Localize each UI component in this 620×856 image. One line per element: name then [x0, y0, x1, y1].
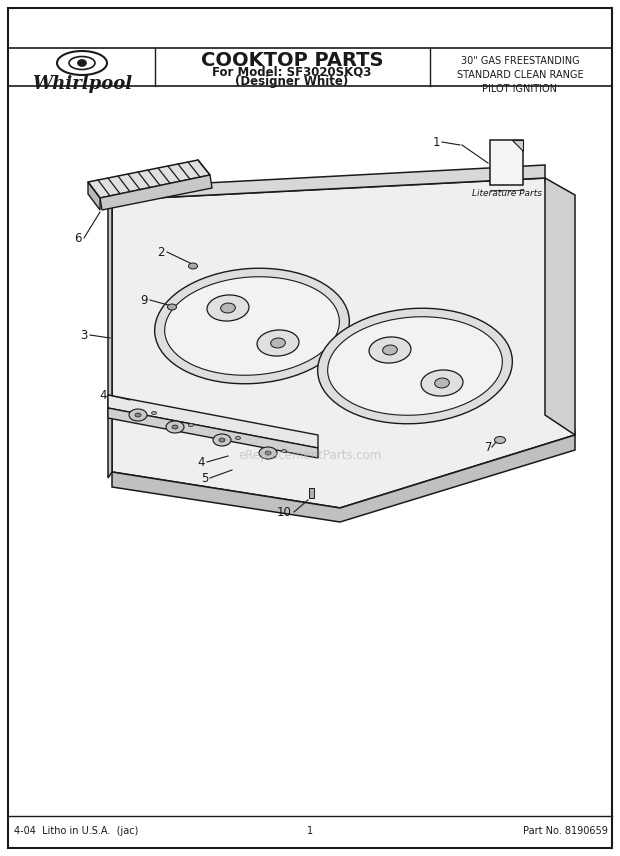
- Ellipse shape: [154, 268, 349, 383]
- Ellipse shape: [78, 60, 87, 67]
- Ellipse shape: [167, 304, 177, 310]
- Text: 5: 5: [201, 472, 208, 484]
- Bar: [309, 488, 314, 498]
- Polygon shape: [108, 408, 318, 458]
- Polygon shape: [112, 435, 575, 522]
- Text: COOKTOP PARTS: COOKTOP PARTS: [201, 51, 383, 70]
- Text: 9: 9: [141, 294, 148, 306]
- Ellipse shape: [165, 276, 339, 375]
- Ellipse shape: [221, 303, 236, 313]
- Polygon shape: [88, 182, 100, 210]
- Ellipse shape: [259, 447, 277, 459]
- Text: 10: 10: [277, 506, 292, 519]
- Text: 6: 6: [74, 231, 82, 245]
- Text: For Model: SF3020SKQ3: For Model: SF3020SKQ3: [212, 65, 371, 78]
- Text: Whirlpool: Whirlpool: [32, 75, 132, 93]
- Ellipse shape: [495, 437, 505, 443]
- Text: 7: 7: [484, 441, 492, 454]
- Polygon shape: [545, 178, 575, 435]
- Text: Literature Parts: Literature Parts: [471, 189, 541, 198]
- Ellipse shape: [129, 409, 147, 421]
- Polygon shape: [512, 140, 523, 151]
- Ellipse shape: [383, 345, 397, 355]
- Text: 2: 2: [157, 246, 165, 259]
- Polygon shape: [88, 160, 210, 198]
- Ellipse shape: [172, 425, 178, 429]
- Ellipse shape: [166, 421, 184, 433]
- Ellipse shape: [219, 438, 225, 442]
- Bar: [490, 140, 523, 185]
- Ellipse shape: [271, 338, 285, 348]
- Ellipse shape: [213, 434, 231, 446]
- Ellipse shape: [369, 337, 411, 363]
- Text: eReplacementParts.com: eReplacementParts.com: [238, 449, 382, 461]
- Text: 4: 4: [99, 389, 107, 401]
- Text: 1: 1: [433, 135, 440, 148]
- Ellipse shape: [257, 330, 299, 356]
- Ellipse shape: [421, 370, 463, 396]
- Ellipse shape: [188, 424, 193, 426]
- Text: (Designer White): (Designer White): [236, 75, 348, 88]
- Text: 30" GAS FREESTANDING
STANDARD CLEAN RANGE
PILOT IGNITION: 30" GAS FREESTANDING STANDARD CLEAN RANG…: [457, 56, 583, 94]
- Text: 3: 3: [81, 329, 88, 342]
- Ellipse shape: [317, 308, 512, 424]
- Polygon shape: [112, 165, 545, 200]
- Polygon shape: [112, 178, 575, 508]
- Text: Part No. 8190659: Part No. 8190659: [523, 826, 608, 836]
- Text: 1: 1: [307, 826, 313, 836]
- Ellipse shape: [281, 449, 286, 453]
- Ellipse shape: [327, 317, 502, 415]
- Text: 4: 4: [198, 455, 205, 468]
- Ellipse shape: [188, 263, 198, 269]
- Ellipse shape: [435, 378, 449, 388]
- Polygon shape: [108, 200, 112, 478]
- Ellipse shape: [135, 413, 141, 417]
- Polygon shape: [108, 395, 318, 448]
- Ellipse shape: [207, 295, 249, 321]
- Polygon shape: [100, 175, 212, 210]
- Ellipse shape: [151, 412, 156, 414]
- Ellipse shape: [265, 451, 271, 455]
- Text: 4-04  Litho in U.S.A.  (jac): 4-04 Litho in U.S.A. (jac): [14, 826, 138, 836]
- Ellipse shape: [236, 437, 241, 439]
